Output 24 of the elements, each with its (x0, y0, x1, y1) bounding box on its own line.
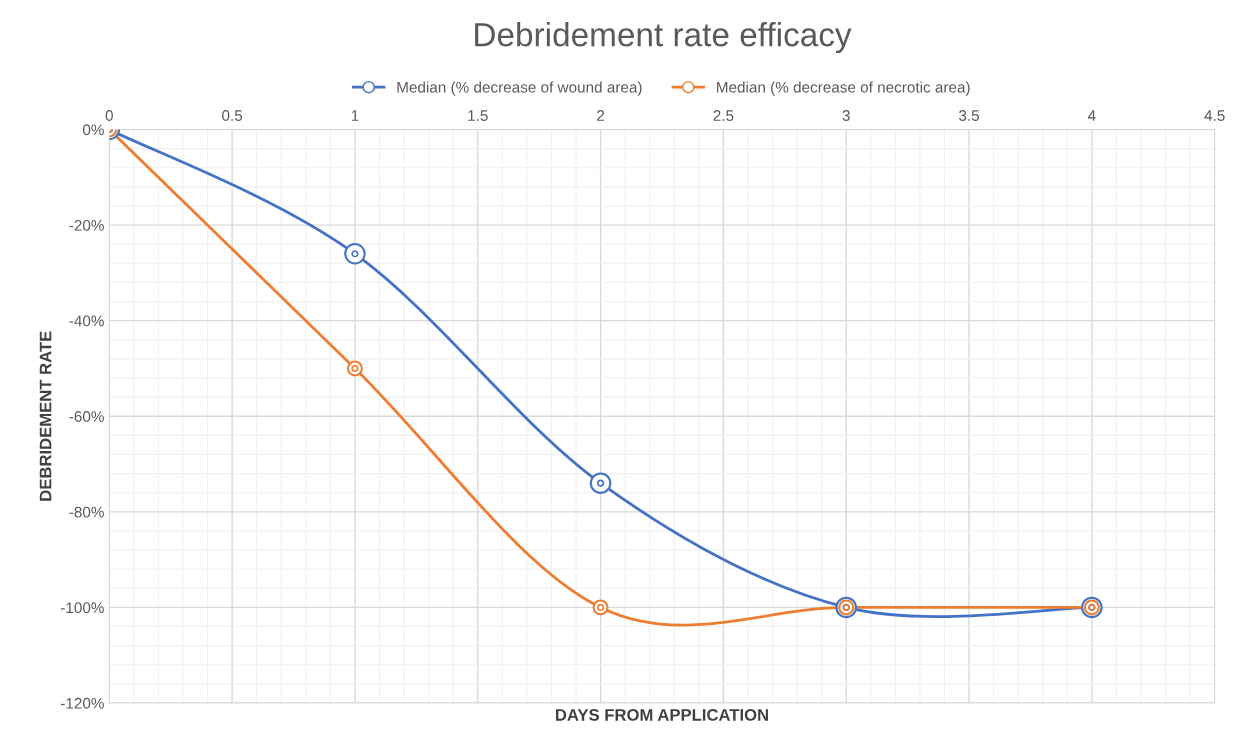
legend-label: Median (% decrease of necrotic area) (717, 81, 970, 96)
y-tick-label: -40% (69, 315, 104, 327)
y-tick-label: 0% (82, 124, 104, 136)
x-tick-label: 0 (105, 110, 113, 121)
x-tick-label: 4.5 (1204, 110, 1225, 121)
y-tick-label: -60% (69, 411, 104, 422)
y-tick-label: -120% (60, 697, 104, 709)
x-tick-label: 2 (597, 110, 605, 121)
x-axis-title: DAYS FROM APPLICATION (555, 709, 768, 721)
y-tick-label: -100% (60, 602, 104, 614)
x-tick-label: 1 (351, 110, 359, 121)
legend-label: Median (% decrease of wound area) (397, 81, 642, 96)
point (344, 243, 366, 265)
y-axis-title: DEBRIDEMENT RATE (39, 331, 52, 501)
x-tick-label: 2.5 (713, 110, 734, 121)
point (589, 472, 612, 494)
y-tick-label: -20% (69, 219, 104, 231)
x-tick-label: 3 (842, 110, 850, 121)
x-tick-label: 1.5 (468, 110, 488, 121)
x-tick-label: 3.5 (959, 110, 980, 121)
x-tick-label: 4 (1087, 110, 1096, 121)
x-tick-label: 0.5 (222, 110, 243, 121)
chart-title: Debridement rate efficacy (475, 22, 852, 54)
y-tick-label: -80% (69, 506, 104, 518)
